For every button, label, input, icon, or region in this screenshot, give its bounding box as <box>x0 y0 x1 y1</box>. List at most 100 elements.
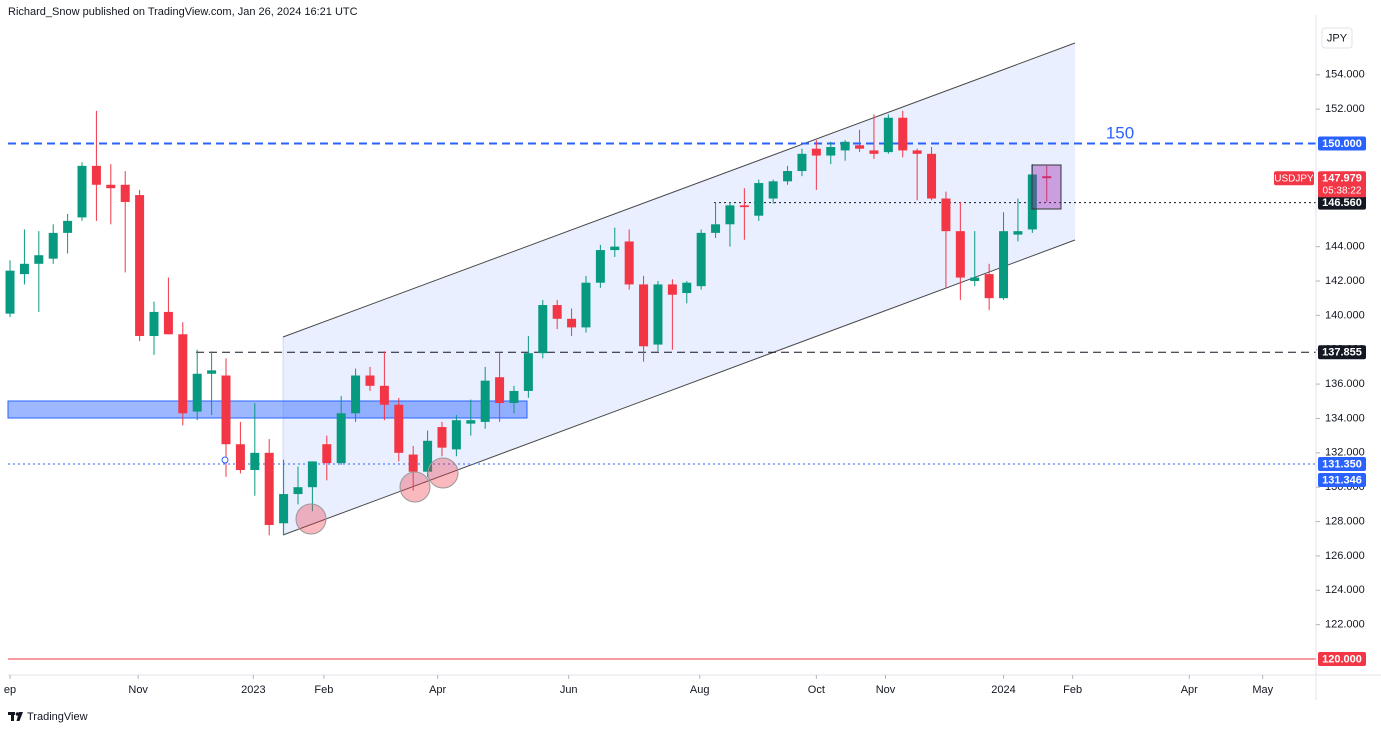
x-tick-label: Jun <box>560 684 578 696</box>
candle-body <box>840 141 850 151</box>
level-label: 131.346 <box>1322 474 1362 486</box>
candle-body <box>725 205 735 225</box>
candle-body <box>34 255 44 264</box>
x-tick-label: 2023 <box>241 684 265 696</box>
candle-body <box>48 232 58 259</box>
candle-body <box>480 380 490 422</box>
candle-body <box>365 375 375 386</box>
candle-body <box>581 282 591 328</box>
symbol-box <box>1274 171 1314 186</box>
annotation: 150 <box>1106 123 1134 142</box>
candle-body <box>682 282 692 294</box>
candle-body <box>567 318 577 328</box>
y-tick-label: 132.000 <box>1325 447 1365 459</box>
support-zone <box>7 400 528 419</box>
y-tick-label: 124.000 <box>1325 584 1365 596</box>
countdown-label: 05:38:22 <box>1323 185 1362 196</box>
level-label-box <box>1318 345 1366 360</box>
y-tick-label: 144.000 <box>1325 241 1365 253</box>
candle-body <box>984 274 994 299</box>
candle-body <box>451 420 461 450</box>
candle-body <box>970 277 980 281</box>
candle-body <box>63 220 73 233</box>
candle-body <box>5 270 15 314</box>
y-tick-label: 126.000 <box>1325 550 1365 562</box>
x-tick-label: Oct <box>808 684 825 696</box>
brand-logo: TradingView <box>8 711 88 723</box>
logo-part <box>11 712 14 721</box>
candle-body <box>999 231 1009 299</box>
x-tick-label: Apr <box>429 684 446 696</box>
candle-body <box>437 427 447 448</box>
x-tick-label: Nov <box>128 684 148 696</box>
candle-body <box>192 373 202 412</box>
candle-body <box>495 377 505 403</box>
candle-body <box>264 452 274 525</box>
brand-text: TradingView <box>27 711 88 723</box>
candle-body <box>711 224 721 233</box>
y-tick-label: 140.000 <box>1325 309 1365 321</box>
level-label: 146.560 <box>1322 197 1362 209</box>
candle-body <box>91 165 101 185</box>
candle-body <box>322 444 332 464</box>
candle-body <box>178 334 188 414</box>
level-label-box <box>1318 195 1366 210</box>
highlight-circle <box>295 503 327 535</box>
x-tick-label: Feb <box>314 684 333 696</box>
candle-body <box>149 311 159 336</box>
x-tick-label: ep <box>4 684 16 696</box>
level-label-box <box>1318 473 1366 488</box>
candle-body <box>624 241 634 285</box>
highlight-box <box>1031 164 1062 210</box>
y-tick-label: 136.000 <box>1325 378 1365 390</box>
candle-body <box>783 171 793 182</box>
candle-body <box>235 444 245 471</box>
candle-body <box>135 195 145 336</box>
candle-body <box>696 232 706 287</box>
candle-body <box>639 284 649 347</box>
candle-body <box>768 181 778 199</box>
candle-body <box>610 246 620 251</box>
level-label: 131.350 <box>1322 458 1362 470</box>
candle-body <box>797 153 807 172</box>
level-label: 150.000 <box>1322 138 1362 150</box>
y-tick-label: 134.000 <box>1325 412 1365 424</box>
x-tick-label: 2024 <box>991 684 1015 696</box>
x-tick-label: Apr <box>1181 684 1198 696</box>
candle-body <box>883 117 893 153</box>
y-tick-label: 154.000 <box>1325 69 1365 81</box>
candle-body <box>394 404 404 453</box>
highlight-circle <box>399 471 431 503</box>
candle-body <box>207 370 217 374</box>
level-label: 137.855 <box>1322 347 1362 359</box>
level-label: 120.000 <box>1322 653 1362 665</box>
level-label-box <box>1318 456 1366 471</box>
level-label-box <box>1318 652 1366 667</box>
symbol-label: USDJPY <box>1274 173 1314 184</box>
price-labels: 150.000 146.560 137.855 131.350 131.346 120.0… <box>1274 136 1366 667</box>
y-tick-label: 152.000 <box>1325 103 1365 115</box>
candles <box>5 110 1052 536</box>
x-tick-label: Feb <box>1063 684 1082 696</box>
candle-body <box>754 183 764 216</box>
channel-lower <box>282 239 1076 536</box>
candle-body <box>423 440 433 472</box>
currency-label[interactable]: JPY <box>1327 32 1348 44</box>
candle-body <box>941 198 951 232</box>
x-tick-label: May <box>1252 684 1273 696</box>
last-price-label: 147.979 <box>1322 173 1362 185</box>
candle-body <box>279 494 289 524</box>
logo-part <box>16 712 23 721</box>
y-tick-label: 142.000 <box>1325 275 1365 287</box>
publisher-note: Richard_Snow published on TradingView.co… <box>8 6 358 18</box>
level-label-box <box>1318 136 1366 151</box>
candle-body <box>466 420 476 424</box>
currency-button[interactable] <box>1321 27 1353 49</box>
candle-body <box>811 148 821 156</box>
candle-body <box>351 375 361 414</box>
candle-body <box>77 165 87 218</box>
candle-body <box>1013 231 1023 235</box>
candle-body <box>653 284 663 345</box>
